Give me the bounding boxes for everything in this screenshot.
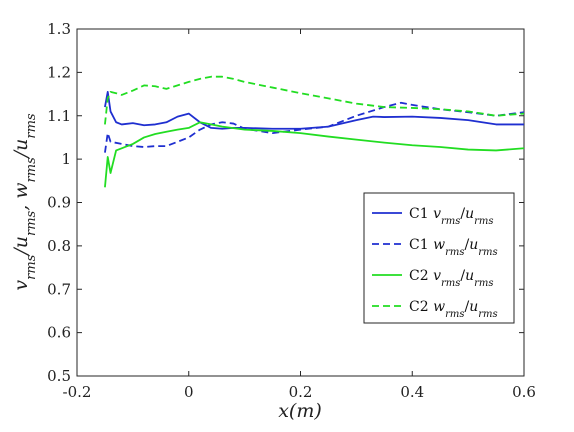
y-tick-label: 1.1 bbox=[47, 107, 71, 125]
y-axis-label: vrms/urms, wrms/urms bbox=[10, 113, 39, 291]
y-axis-label-text: vrms/urms, wrms/urms bbox=[10, 113, 39, 291]
tick-labels: -0.2 0 0.2 0.4 0.6 0.5 0.6 0.7 0.8 0.9 1 1.1 1.2 1.3 bbox=[47, 20, 536, 401]
y-tick-label: 0.9 bbox=[47, 194, 71, 212]
y-tick-label: 1.2 bbox=[47, 63, 71, 81]
x-tick-label: 0.2 bbox=[289, 383, 313, 401]
x-tick-label: 0.6 bbox=[512, 383, 536, 401]
legend-entry: C1 wrms/urms bbox=[409, 237, 498, 258]
x-tick-label: 0.4 bbox=[400, 383, 424, 401]
legend-box bbox=[363, 192, 515, 324]
y-tick-label: 1.3 bbox=[47, 20, 71, 38]
y-tick-label: 0.7 bbox=[47, 280, 71, 298]
x-tick-label: -0.2 bbox=[63, 383, 92, 401]
y-tick-label: 1 bbox=[61, 150, 71, 168]
legend-entry: C2 vrms/urms bbox=[409, 268, 494, 289]
y-tick-label: 0.6 bbox=[47, 324, 71, 342]
x-axis-label: x(m) bbox=[278, 400, 322, 422]
legend-entry: C2 wrms/urms bbox=[409, 299, 498, 320]
series-line-4 bbox=[104, 75, 525, 125]
y-tick-label: 0.5 bbox=[47, 367, 71, 385]
series-line-1 bbox=[104, 90, 524, 130]
legend: C1 vrms/urms C1 wrms/urms C2 vrms/urms C2 w… bbox=[363, 192, 515, 324]
axis-ticks bbox=[76, 28, 525, 377]
legend-entry: C1 vrms/urms bbox=[409, 206, 494, 227]
x-tick-label: 0 bbox=[184, 383, 194, 401]
series-layer bbox=[104, 75, 525, 188]
series-line-3 bbox=[104, 121, 525, 188]
y-tick-label: 0.8 bbox=[47, 237, 71, 255]
